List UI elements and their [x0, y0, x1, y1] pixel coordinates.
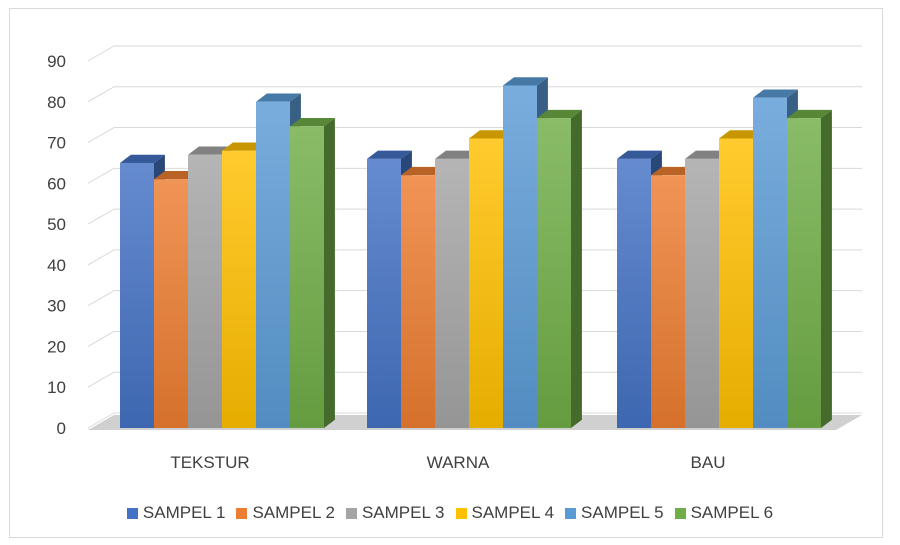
bar-top	[617, 150, 662, 159]
bar-front	[120, 162, 154, 428]
y-tick-label: 70	[47, 134, 66, 153]
bar-front	[753, 97, 787, 428]
bar-top	[753, 89, 798, 98]
bar	[787, 109, 832, 428]
y-tick-label: 80	[47, 93, 66, 112]
legend-label: SAMPEL 4	[471, 503, 555, 522]
legend-item: SAMPEL 6	[674, 503, 774, 523]
bar-front	[435, 158, 469, 428]
y-tick-label: 10	[47, 378, 66, 397]
bar-top	[537, 109, 582, 119]
y-tick-label: 40	[47, 256, 66, 275]
bar-top	[469, 130, 514, 139]
bar-front	[222, 150, 256, 428]
bar-side	[821, 109, 832, 428]
x-category-label: BAU	[691, 453, 726, 472]
legend-swatch	[345, 507, 357, 519]
bar-front	[685, 158, 719, 428]
bar-top	[120, 154, 165, 163]
bar-front	[154, 179, 188, 428]
bar-front	[469, 138, 503, 428]
bar	[537, 109, 582, 428]
gridline-side	[87, 412, 115, 429]
bar-front	[787, 118, 821, 428]
bar-front	[188, 154, 222, 429]
chart-legend: SAMPEL 1 SAMPEL 2 SAMPEL 3 SAMPEL 4 SAMPEL 5…	[0, 500, 900, 526]
bar-front	[719, 138, 753, 428]
y-tick-label: 60	[47, 174, 66, 193]
legend-swatch	[236, 507, 248, 519]
bar-top	[503, 77, 548, 86]
bar-top	[256, 93, 301, 102]
legend-label: SAMPEL 3	[361, 503, 445, 522]
bar	[290, 117, 335, 428]
bars	[120, 77, 832, 429]
bar-top	[290, 117, 335, 127]
legend-item: SAMPEL 2	[236, 503, 335, 523]
bar-front	[503, 85, 537, 428]
gridline-side	[87, 208, 115, 225]
y-tick-label: 30	[47, 297, 66, 316]
bar-top	[188, 146, 233, 155]
bar-front	[290, 126, 324, 428]
legend-swatch	[126, 507, 138, 519]
bar-front	[617, 158, 651, 428]
legend-label: SAMPEL 5	[581, 503, 664, 522]
y-tick-label: 0	[57, 419, 66, 438]
bar-front	[537, 118, 571, 428]
bar-top	[685, 150, 730, 159]
y-tick-label: 20	[47, 337, 66, 356]
bar-top	[154, 171, 199, 180]
gridline-side	[87, 331, 115, 347]
gridline-side	[87, 86, 115, 103]
bar-front	[256, 101, 290, 429]
gridline-side	[87, 127, 115, 143]
legend-label: SAMPEL 6	[690, 503, 774, 522]
legend-label: SAMPEL 1	[142, 503, 226, 522]
legend-item: SAMPEL 1	[126, 503, 226, 523]
bar-front	[651, 175, 685, 428]
legend-swatch	[455, 507, 467, 519]
bar-top	[651, 166, 696, 176]
gridline-side	[87, 45, 115, 62]
bar-top	[435, 150, 480, 159]
gridline-side	[87, 249, 115, 266]
y-tick-label: 90	[47, 52, 66, 71]
bar-side	[324, 117, 335, 428]
x-category-label: TEKSTUR	[170, 453, 249, 472]
bar-front	[401, 175, 435, 428]
y-tick-label: 50	[47, 215, 66, 234]
bar-front	[367, 158, 401, 428]
x-category-label: WARNA	[427, 453, 490, 472]
bar-top	[787, 109, 832, 119]
gridline-side	[87, 290, 115, 307]
gridline-side	[87, 167, 115, 184]
legend-label: SAMPEL 2	[252, 503, 335, 522]
bar-side	[571, 109, 582, 428]
legend-item: SAMPEL 5	[565, 503, 664, 523]
legend-item: SAMPEL 4	[455, 503, 555, 523]
legend-swatch	[674, 507, 686, 519]
gridline-side	[87, 371, 115, 388]
legend-swatch	[565, 507, 577, 519]
bar-top	[719, 130, 764, 139]
bar-top	[367, 150, 412, 159]
bar-top	[222, 142, 267, 151]
legend-item: SAMPEL 3	[345, 503, 445, 523]
bar-top	[401, 166, 446, 176]
